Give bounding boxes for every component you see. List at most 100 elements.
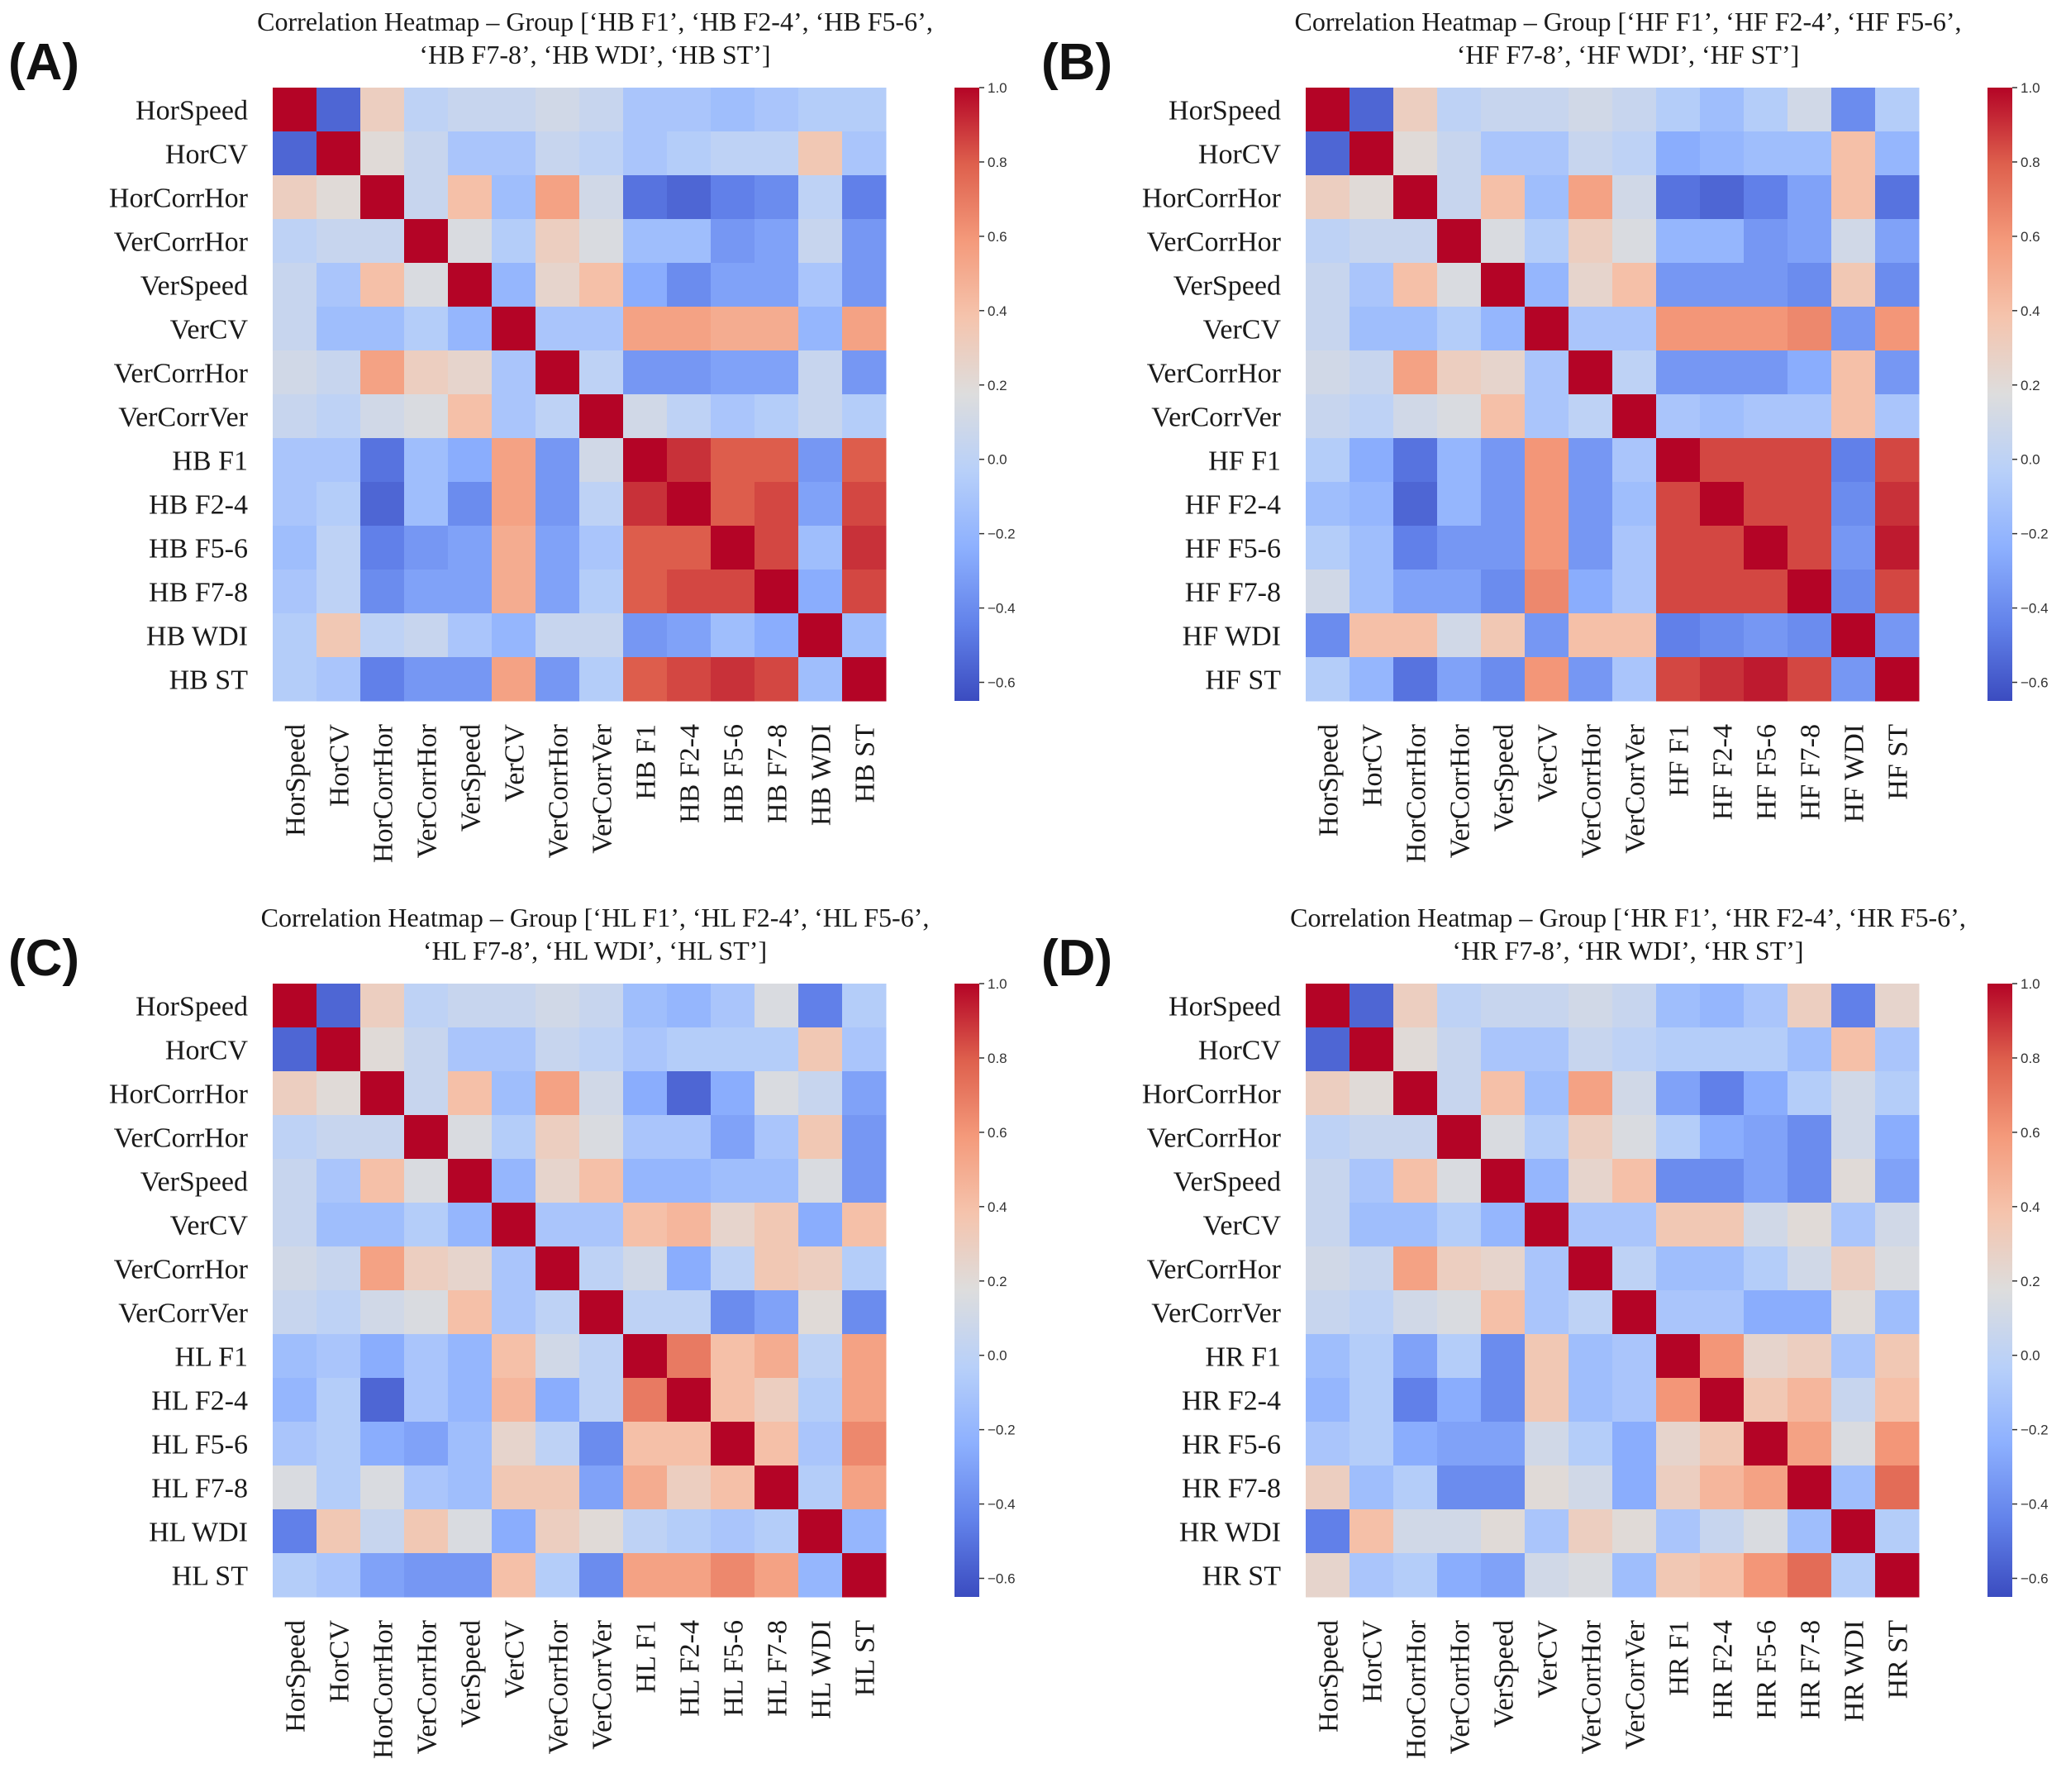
heatmap-cell (1437, 570, 1482, 614)
heatmap-cell (798, 175, 843, 220)
heatmap-cell (711, 263, 755, 307)
row-label: VerCV (170, 1211, 249, 1242)
heatmap-panel-a: (A) Correlation Heatmap – Group [‘HB F1’… (0, 0, 1033, 896)
heatmap-cell (1700, 131, 1745, 176)
heatmap-cell (1612, 984, 1657, 1028)
heatmap-cell (1875, 307, 1920, 351)
row-label: HorCorrHor (1142, 1079, 1282, 1110)
heatmap-cell (1612, 263, 1657, 307)
heatmap-cell (1306, 1027, 1350, 1072)
column-label: HorSpeed (281, 1620, 312, 1732)
heatmap-cell (492, 657, 536, 702)
heatmap-cell (755, 657, 799, 702)
heatmap-cell (798, 613, 843, 658)
heatmap-cell (623, 131, 668, 176)
row-label: VerSpeed (1173, 1167, 1281, 1198)
heatmap-cell (1525, 1509, 1569, 1554)
column-label: HB WDI (807, 724, 837, 826)
heatmap-cell (667, 263, 712, 307)
heatmap-cell (623, 350, 668, 395)
colorbar-tick-label: 1.0 (988, 976, 1007, 992)
heatmap-cell (1393, 1159, 1438, 1203)
heatmap-cell (1612, 482, 1657, 527)
row-label: VerCorrVer (118, 403, 248, 433)
colorbar-tick-label: −0.4 (2021, 1497, 2049, 1513)
heatmap-cell (1481, 482, 1526, 527)
heatmap-cell (1700, 1466, 1745, 1510)
heatmap-cell (448, 657, 493, 702)
heatmap-cell (317, 394, 361, 439)
heatmap-cell (404, 1378, 449, 1423)
heatmap-cell (1656, 307, 1701, 351)
heatmap-cell (360, 307, 405, 351)
heatmap-cell (1700, 1203, 1745, 1247)
heatmap-cell (1481, 219, 1526, 264)
heatmap-cell (1788, 1378, 1832, 1423)
heatmap-cell (448, 1115, 493, 1160)
heatmap-cell (623, 1203, 668, 1247)
heatmap-cell (711, 526, 755, 570)
heatmap-cell (536, 131, 580, 176)
heatmap-cell (1481, 1115, 1526, 1160)
heatmap-cell (711, 350, 755, 395)
heatmap-cell (1831, 1203, 1876, 1247)
heatmap-cell (1569, 88, 1613, 132)
heatmap-cell (1569, 131, 1613, 176)
panel-label: (C) (8, 930, 80, 987)
heatmap-cell (711, 1203, 755, 1247)
heatmap-cell (1569, 1027, 1613, 1072)
heatmap-cell (1656, 1553, 1701, 1598)
heatmap-cell (755, 1203, 799, 1247)
column-label: VerCorrVer (1621, 723, 1651, 853)
heatmap-cell (711, 570, 755, 614)
column-label: VerCorrHor (1577, 1619, 1607, 1754)
heatmap-cell (1612, 131, 1657, 176)
column-label: HF F7-8 (1796, 724, 1826, 820)
chart-title: Correlation Heatmap – Group [‘HF F1’, ‘H… (1294, 7, 1962, 69)
heatmap-cell (1744, 219, 1788, 264)
heatmap-cell (1350, 438, 1394, 483)
heatmap-cell (1569, 219, 1613, 264)
heatmap-cell (273, 1466, 317, 1510)
heatmap-chart: HorSpeed HorCV HorCorrHor VerCorrHor VerSpee… (109, 976, 1016, 1759)
colorbar (954, 984, 979, 1597)
heatmap-cell (1744, 1159, 1788, 1203)
row-label: HF F1 (1208, 446, 1281, 477)
column-label: VerSpeed (456, 1620, 487, 1728)
column-label: HorCorrHor (1402, 723, 1432, 863)
heatmap-panel-d: (D) Correlation Heatmap – Group [‘HR F1’… (1033, 896, 2066, 1792)
heatmap-cell (579, 131, 624, 176)
heatmap-cell (1437, 1290, 1482, 1335)
row-label: VerCorrHor (1147, 227, 1282, 258)
heatmap-cell (492, 1115, 536, 1160)
heatmap-cell (1788, 657, 1832, 702)
heatmap-cell (1525, 1553, 1569, 1598)
colorbar-tick-label: 0.8 (988, 1051, 1007, 1066)
heatmap-cell (492, 1553, 536, 1598)
heatmap-cell (842, 394, 887, 439)
column-label: VerCV (1533, 724, 1564, 803)
heatmap-cell (1656, 131, 1701, 176)
heatmap-cell (1831, 394, 1876, 439)
heatmap-cell (1306, 657, 1350, 702)
heatmap-cell (1437, 1159, 1482, 1203)
heatmap-cell (579, 350, 624, 395)
heatmap-cell (1700, 1334, 1745, 1379)
column-label: VerCV (1533, 1620, 1564, 1699)
heatmap-cell (1569, 1071, 1613, 1116)
heatmap-cell (1350, 1246, 1394, 1291)
heatmap-cell (623, 175, 668, 220)
colorbar-tick-label: −0.6 (2021, 1571, 2049, 1587)
heatmap-cell (317, 526, 361, 570)
heatmap-cell (623, 1378, 668, 1423)
heatmap-cell (798, 1246, 843, 1291)
heatmap-cell (536, 307, 580, 351)
heatmap-cell (492, 570, 536, 614)
heatmap-cell (755, 1027, 799, 1072)
heatmap-cell (404, 263, 449, 307)
column-label: HL F1 (631, 1620, 662, 1693)
heatmap-cell (492, 1159, 536, 1203)
heatmap-cell (842, 1334, 887, 1379)
heatmap-cell (1831, 1553, 1876, 1598)
heatmap-cell (404, 1115, 449, 1160)
